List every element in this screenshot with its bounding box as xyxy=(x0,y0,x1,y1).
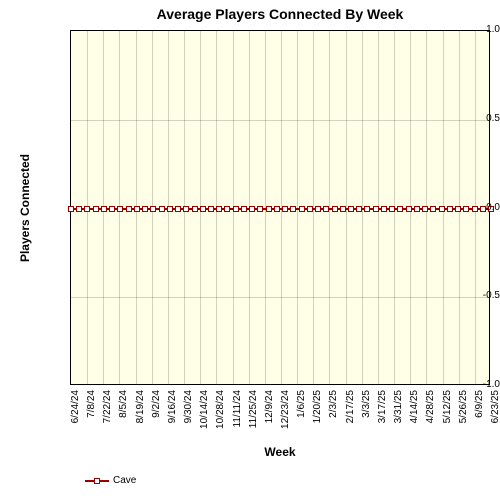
series-marker xyxy=(134,206,140,212)
xtick-label: 12/9/24 xyxy=(264,390,275,440)
series-marker xyxy=(340,206,346,212)
xtick-label: 11/11/24 xyxy=(232,390,243,440)
series-marker xyxy=(167,206,173,212)
series-marker xyxy=(117,206,123,212)
series-marker xyxy=(159,206,165,212)
xtick-label: 11/25/24 xyxy=(248,390,259,440)
xtick-label: 10/14/24 xyxy=(199,390,210,440)
ytick-label: 1.0 xyxy=(438,24,500,35)
xtick-label: 7/22/24 xyxy=(102,390,113,440)
xtick-label: 5/26/25 xyxy=(458,390,469,440)
xtick-label: 8/19/24 xyxy=(135,390,146,440)
xtick-label: 12/23/24 xyxy=(280,390,291,440)
series-marker xyxy=(192,206,198,212)
series-marker xyxy=(290,206,296,212)
series-marker xyxy=(208,206,214,212)
legend: Cave xyxy=(85,475,136,486)
xtick-label: 8/5/24 xyxy=(118,390,129,440)
xtick-label: 5/12/25 xyxy=(442,390,453,440)
series-marker xyxy=(348,206,354,212)
series-marker xyxy=(68,206,74,212)
xtick-label: 3/31/25 xyxy=(393,390,404,440)
xtick-label: 7/8/24 xyxy=(86,390,97,440)
plot-area xyxy=(70,30,490,385)
series-marker xyxy=(414,206,420,212)
series-marker xyxy=(282,206,288,212)
series-marker xyxy=(224,206,230,212)
xtick-label: 4/14/25 xyxy=(409,390,420,440)
x-axis-label: Week xyxy=(70,445,490,459)
series-marker xyxy=(126,206,132,212)
ytick-label: -0.5 xyxy=(438,290,500,301)
xtick-label: 1/20/25 xyxy=(312,390,323,440)
ytick-label: 0.5 xyxy=(438,113,500,124)
xtick-label: 6/9/25 xyxy=(474,390,485,440)
series-marker xyxy=(150,206,156,212)
series-marker xyxy=(373,206,379,212)
series-marker xyxy=(266,206,272,212)
legend-marker-icon xyxy=(94,478,100,484)
series-marker xyxy=(109,206,115,212)
y-axis-label: Players Connected xyxy=(18,138,32,278)
series-marker xyxy=(406,206,412,212)
xtick-label: 3/17/25 xyxy=(377,390,388,440)
series-marker xyxy=(389,206,395,212)
series-marker xyxy=(364,206,370,212)
series-marker xyxy=(307,206,313,212)
series-marker xyxy=(323,206,329,212)
series-marker xyxy=(257,206,263,212)
series-marker xyxy=(233,206,239,212)
series-marker xyxy=(315,206,321,212)
series-marker xyxy=(356,206,362,212)
xtick-label: 4/28/25 xyxy=(425,390,436,440)
series-marker xyxy=(183,206,189,212)
series-marker xyxy=(93,206,99,212)
ytick-label: 0.0 xyxy=(438,202,500,213)
series-marker xyxy=(299,206,305,212)
series-marker xyxy=(175,206,181,212)
legend-label: Cave xyxy=(113,475,136,486)
xtick-label: 1/6/25 xyxy=(296,390,307,440)
series-marker xyxy=(84,206,90,212)
series-marker xyxy=(397,206,403,212)
series-marker xyxy=(381,206,387,212)
xtick-label: 9/30/24 xyxy=(183,390,194,440)
legend-swatch xyxy=(85,480,109,482)
xtick-label: 10/28/24 xyxy=(215,390,226,440)
series-marker xyxy=(274,206,280,212)
series-marker xyxy=(101,206,107,212)
xtick-label: 3/3/25 xyxy=(361,390,372,440)
xtick-label: 6/24/24 xyxy=(70,390,81,440)
series-marker xyxy=(76,206,82,212)
series-marker xyxy=(200,206,206,212)
xtick-label: 9/2/24 xyxy=(151,390,162,440)
ytick-label: -1.0 xyxy=(438,379,500,390)
series-marker xyxy=(249,206,255,212)
series-marker xyxy=(142,206,148,212)
series-marker xyxy=(241,206,247,212)
xtick-label: 2/17/25 xyxy=(345,390,356,440)
series-marker xyxy=(216,206,222,212)
series-marker xyxy=(422,206,428,212)
series-marker xyxy=(332,206,338,212)
series-marker xyxy=(430,206,436,212)
chart-title: Average Players Connected By Week xyxy=(70,6,490,22)
xtick-label: 9/16/24 xyxy=(167,390,178,440)
xtick-label: 2/3/25 xyxy=(328,390,339,440)
xtick-label: 6/23/25 xyxy=(490,390,500,440)
